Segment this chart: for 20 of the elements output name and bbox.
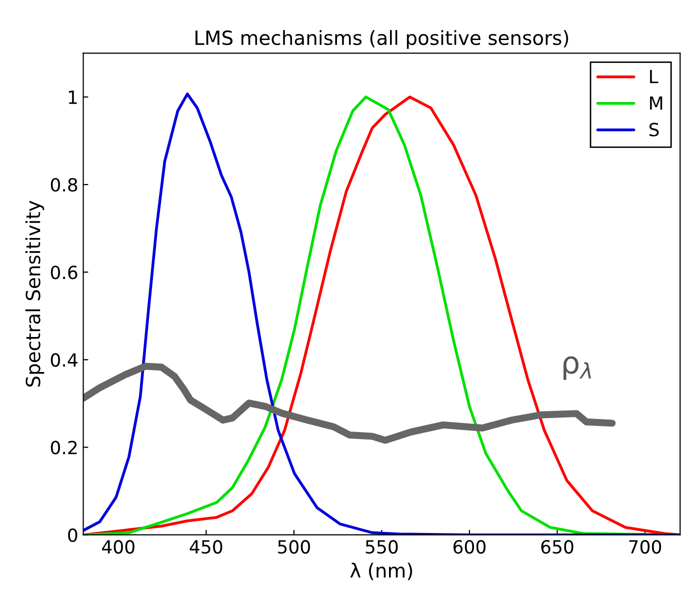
legend-label: S [649, 122, 659, 136]
x-tick-label: 450 [190, 540, 222, 554]
y-tick-label: 0.6 [50, 266, 78, 280]
y-tick-label: 0 [68, 528, 78, 542]
y-tick-label: 0.2 [50, 440, 77, 454]
legend-label: L [650, 70, 658, 84]
x-tick-label: 400 [102, 540, 134, 554]
x-tick-label: 500 [278, 540, 310, 554]
chart-title: LMS mechanisms (all positive sensors) [196, 30, 568, 49]
x-axis-title: λ (nm) [350, 562, 412, 580]
x-tick-label: 700 [629, 540, 662, 554]
legend-label: M [650, 96, 662, 110]
y-tick-label: 1 [68, 90, 77, 104]
x-tick-label: 650 [541, 540, 574, 554]
y-tick-label: 0.8 [50, 178, 78, 192]
x-tick-label: 600 [454, 540, 486, 554]
annotation: ρ$_{λ}$ [564, 356, 591, 380]
y-axis-title: Spectral Sensitivity [25, 200, 44, 387]
x-tick-label: 550 [366, 540, 398, 554]
y-tick-label: 0.4 [50, 353, 78, 367]
